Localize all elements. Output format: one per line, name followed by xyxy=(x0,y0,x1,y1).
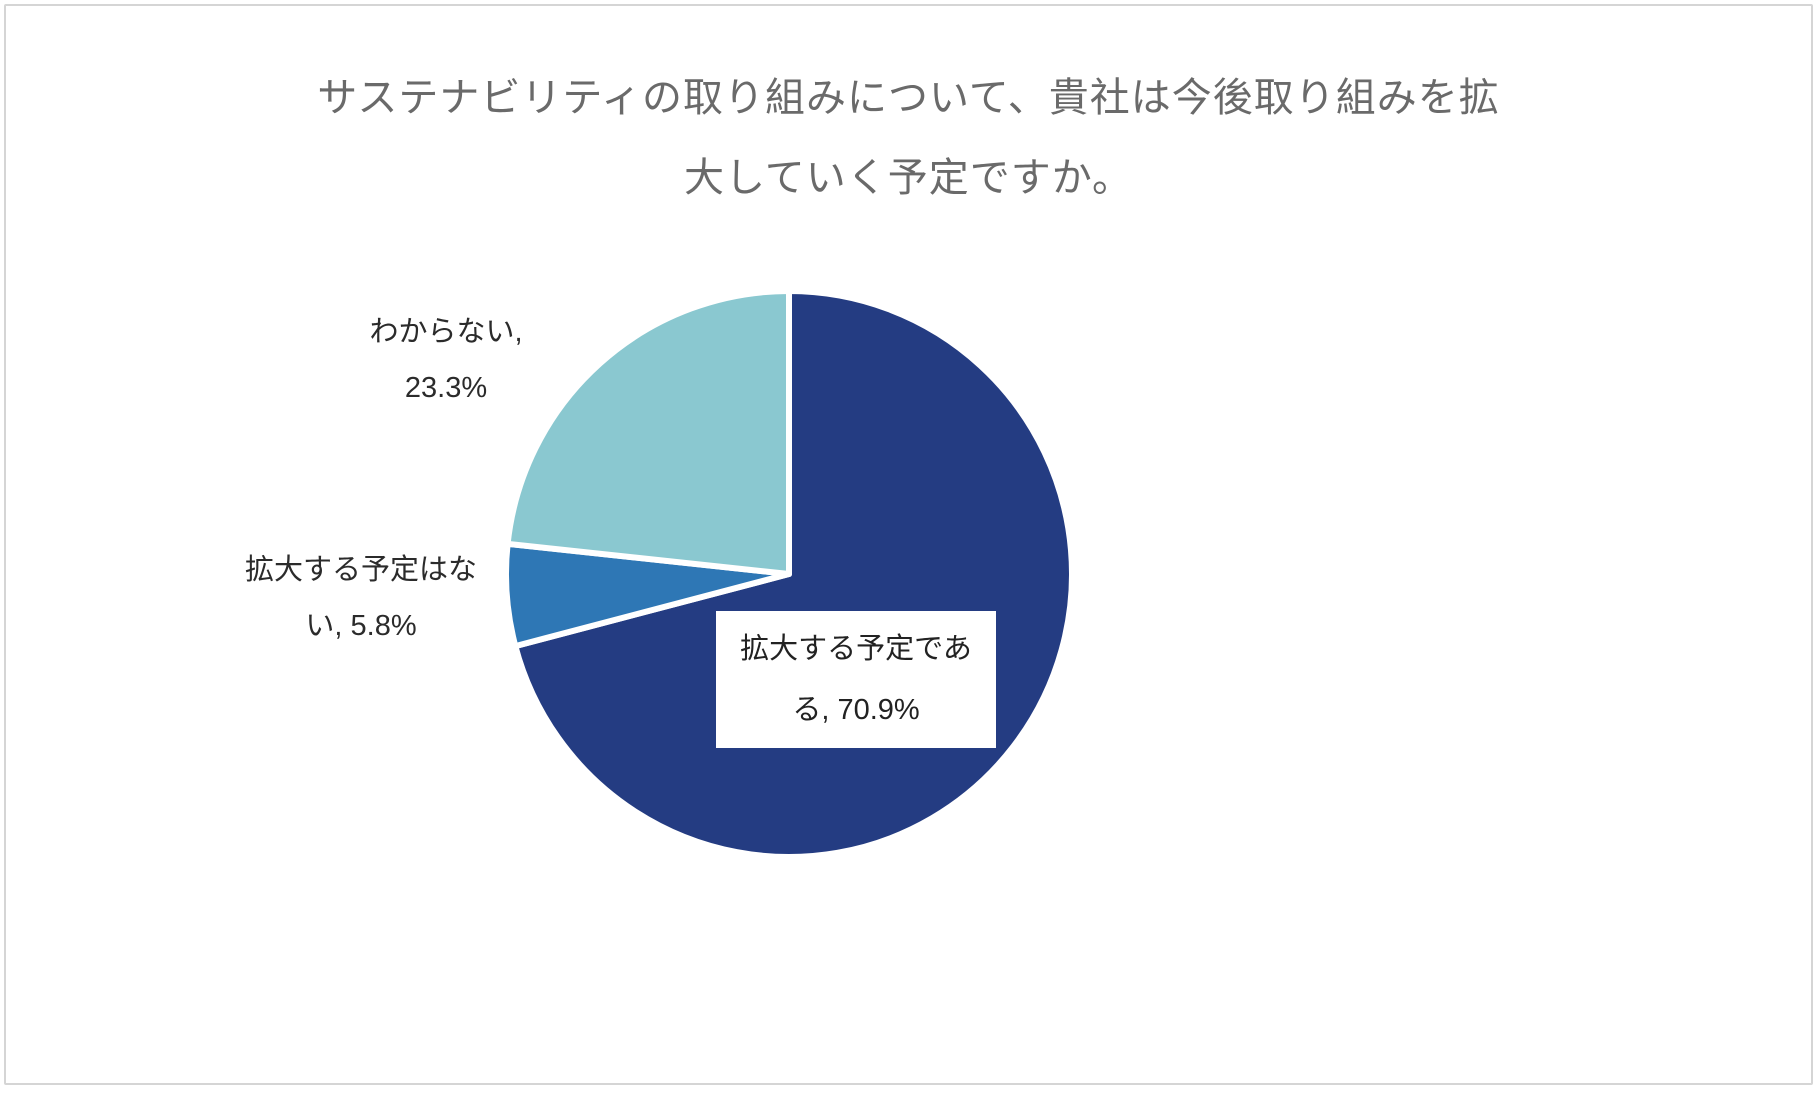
pie-label-plan-to-expand-line-2: る, 70.9% xyxy=(792,693,920,726)
chart-title-line-2: 大していく予定ですか。 xyxy=(684,156,1133,200)
chart-frame: サステナビリティの取り組みについて、貴社は今後取り組みを拡 大していく予定ですか… xyxy=(4,4,1813,1085)
pie-label-dont-know-line-1: わからない, xyxy=(369,316,523,348)
pie-label-no-plan-line-2: い, 5.8% xyxy=(305,610,417,642)
chart-title: サステナビリティの取り組みについて、貴社は今後取り組みを拡 大していく予定ですか… xyxy=(6,58,1811,218)
chart-title-line-1: サステナビリティの取り組みについて、貴社は今後取り組みを拡 xyxy=(317,76,1500,120)
pie-label-plan-to-expand: 拡大する予定であ る, 70.9% xyxy=(716,611,996,748)
pie-label-no-plan: 拡大する予定はな い, 5.8% xyxy=(178,542,544,654)
pie-slice-3 xyxy=(504,288,792,577)
pie-label-no-plan-line-1: 拡大する予定はな xyxy=(244,554,477,586)
pie-label-dont-know: わからない, 23.3% xyxy=(306,304,586,416)
pie-label-plan-to-expand-line-1: 拡大する予定であ xyxy=(740,632,972,665)
pie-label-dont-know-line-2: 23.3% xyxy=(404,372,488,404)
